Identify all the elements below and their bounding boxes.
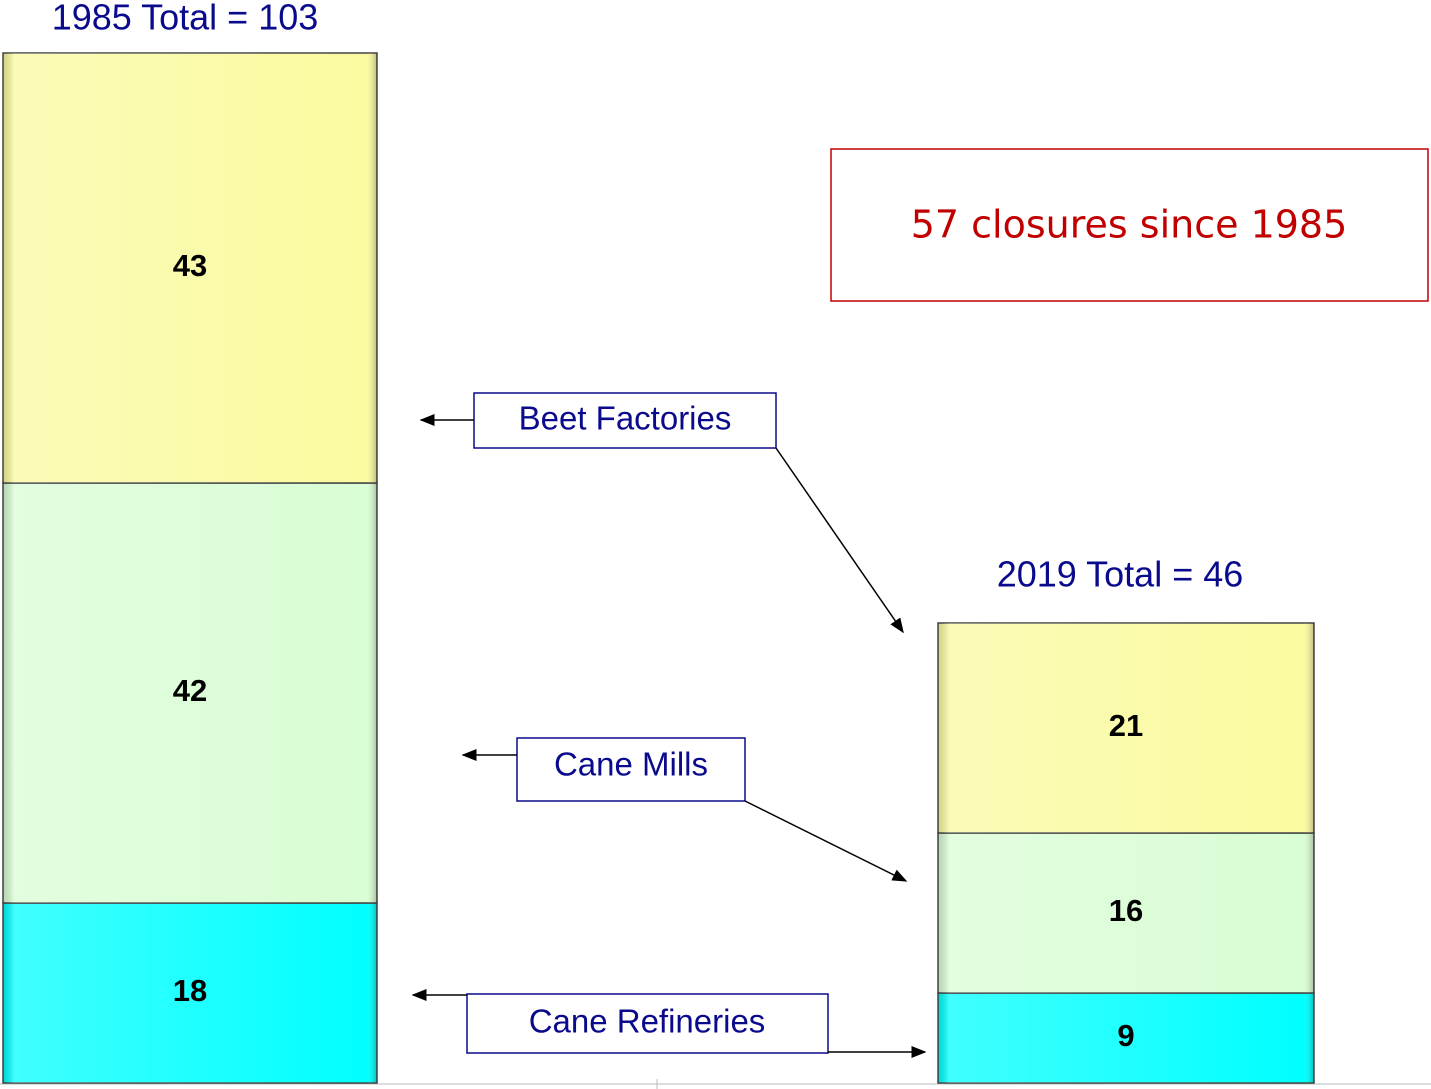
- bar-shade: [938, 623, 1314, 833]
- data-label: 16: [1109, 893, 1143, 928]
- data-label: 9: [1117, 1018, 1134, 1053]
- bar-shade: [3, 903, 377, 1083]
- data-label: 18: [173, 973, 207, 1008]
- bar-shade: [3, 53, 377, 483]
- legend-label: Cane Mills: [554, 746, 708, 783]
- legend-label: Cane Refineries: [529, 1003, 766, 1040]
- data-label: 42: [173, 673, 207, 708]
- arrow: [775, 447, 904, 634]
- legend-box: [473, 392, 777, 449]
- bar-shade: [938, 993, 1314, 1083]
- data-label: 21: [1109, 708, 1143, 743]
- legend-box: [466, 993, 829, 1054]
- legend-label: Beet Factories: [519, 400, 732, 437]
- bar-shade: [3, 483, 377, 903]
- annotation-box: [830, 148, 1429, 302]
- arrow: [744, 800, 908, 882]
- bar-title: 1985 Total = 103: [52, 0, 319, 38]
- bar-shade: [938, 833, 1314, 993]
- bar-title: 2019 Total = 46: [997, 554, 1244, 595]
- legend-box: [516, 737, 746, 802]
- data-label: 43: [173, 248, 207, 283]
- annotation: 57 closures since 1985: [911, 203, 1348, 247]
